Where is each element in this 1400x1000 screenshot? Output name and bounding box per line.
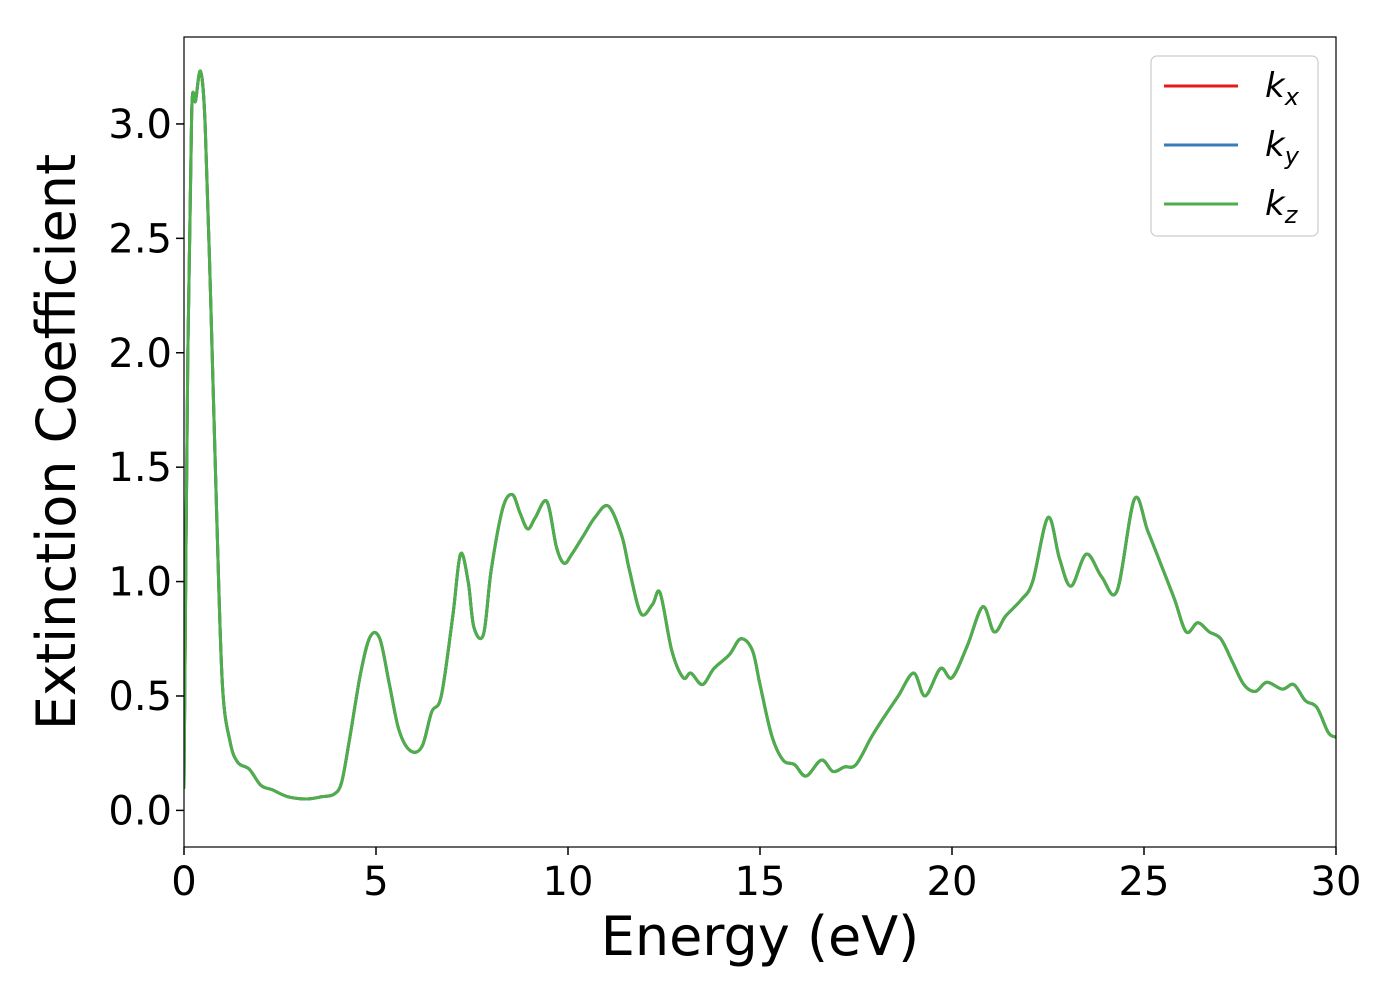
y-tick-label: 0.0: [108, 788, 172, 834]
y-tick-label: 1.5: [108, 445, 172, 491]
x-tick-label: 20: [927, 859, 978, 905]
legend-label-ky: ky: [1265, 125, 1300, 170]
y-tick-label: 2.0: [108, 331, 172, 377]
x-tick-label: 30: [1311, 859, 1362, 905]
y-tick-label: 1.0: [108, 560, 172, 606]
y-tick-label: 2.5: [108, 216, 172, 262]
y-tick-label: 0.5: [108, 674, 172, 720]
y-tick-label: 3.0: [108, 102, 172, 148]
x-tick-label: 10: [543, 859, 594, 905]
legend: kx ky kz: [1150, 55, 1319, 237]
x-tick-label: 0: [171, 859, 196, 905]
y-axis: 0.0 0.5 1.0 1.5 2.0 2.5 3.0: [108, 102, 184, 834]
x-tick-label: 5: [363, 859, 388, 905]
x-axis-title: Energy (eV): [601, 905, 920, 968]
x-tick-label: 25: [1119, 859, 1170, 905]
y-axis-title: Extinction Coefficient: [25, 154, 88, 730]
series-layer: [184, 69, 1336, 801]
legend-label-kz: kz: [1265, 184, 1299, 229]
series-line-kz: [184, 69, 1336, 801]
x-axis: 0 5 10 15 20 25 30: [171, 847, 1361, 905]
legend-label-kx: kx: [1265, 66, 1300, 111]
x-tick-label: 15: [735, 859, 786, 905]
